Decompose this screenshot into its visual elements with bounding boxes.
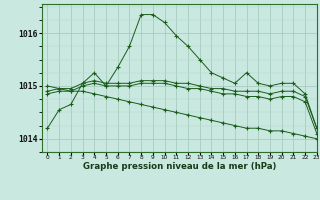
X-axis label: Graphe pression niveau de la mer (hPa): Graphe pression niveau de la mer (hPa) (83, 162, 276, 171)
